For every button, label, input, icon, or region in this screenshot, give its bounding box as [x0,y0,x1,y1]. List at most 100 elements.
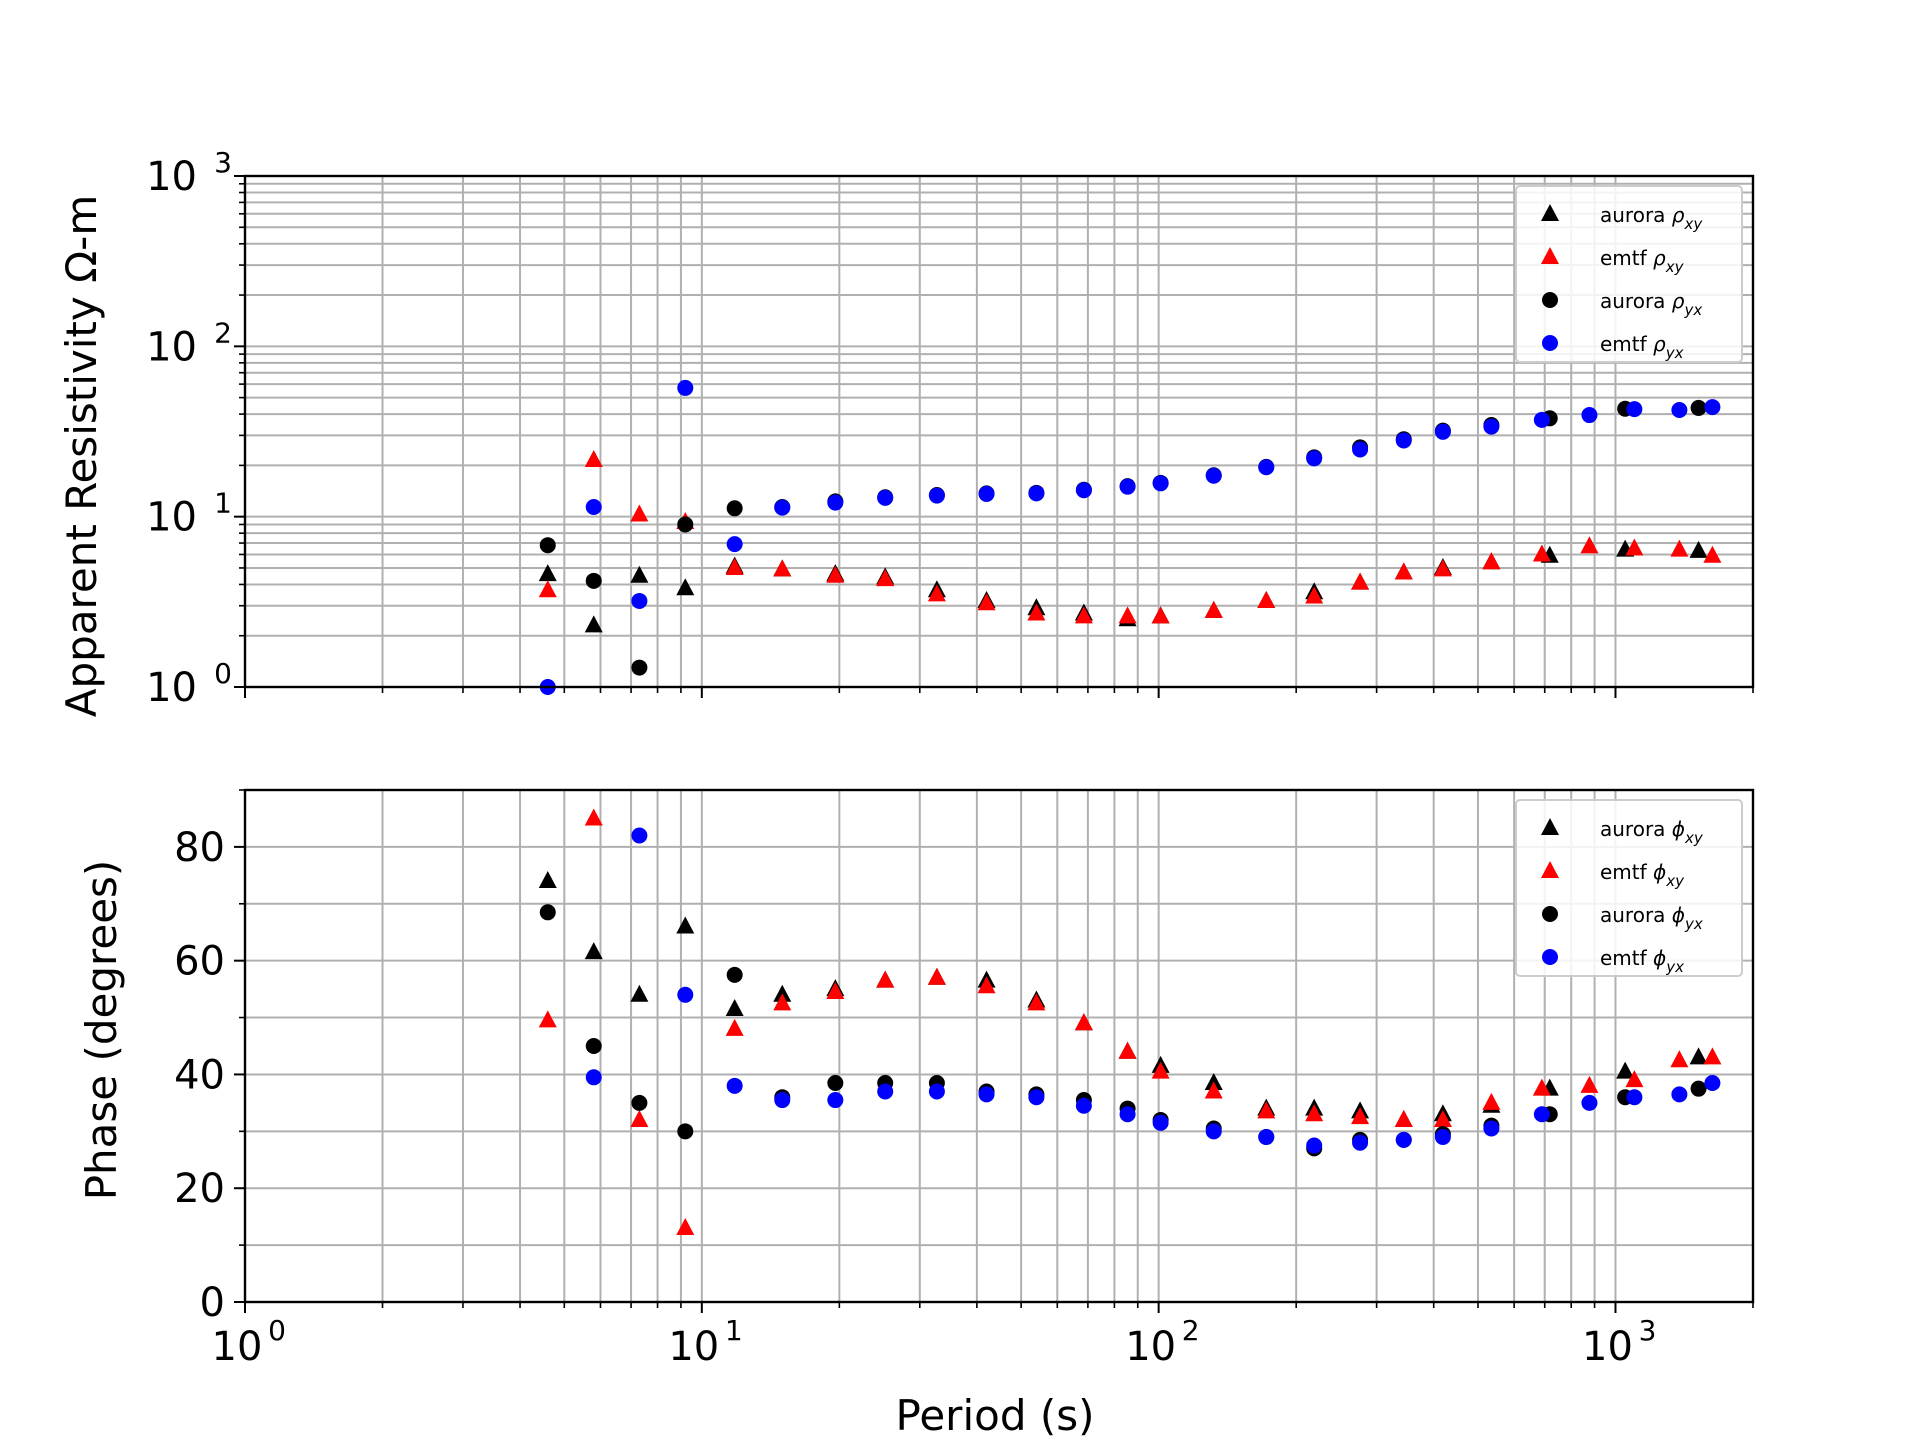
phase-triangle-marker [1433,1109,1452,1127]
resistivity-circle-marker [631,659,648,676]
phase-legend-label-symbol: ϕ [1653,860,1666,884]
phase-x-ticks: 10 0 10 1 10 2 10 3 [212,1302,1754,1370]
resistivity-triangle-marker [1305,586,1324,604]
phase-triangle-marker [773,984,792,1002]
resistivity-circle-marker [1704,399,1721,416]
phase-circle-marker [978,1086,995,1103]
resistivity-triangle-marker [1689,540,1708,558]
phase-legend-label-subscript: yx [1665,958,1684,976]
phase-legend-box [1515,799,1743,977]
phase-triangle-marker [676,916,695,934]
resistivity-circle-marker [1306,450,1323,467]
resistivity-axes-frame [243,174,1755,689]
resistivity-triangle-marker [538,580,557,598]
resistivity-circle-marker [1258,459,1275,476]
phase-triangle-marker [1204,1081,1223,1099]
phase-legend-label-symbol: ϕ [1653,946,1666,970]
resistivity-y-tick-exponent: 3 [214,146,232,179]
resistivity-legend-label-symbol: ρ [1672,203,1685,227]
phase-triangle-marker [1532,1078,1551,1096]
resistivity-triangle-marker [1670,539,1689,557]
resistivity-legend-label-subscript: yx [1665,344,1684,362]
resistivity-triangle-marker [630,565,649,583]
phase-circle-marker [1434,1129,1451,1146]
phase-circle-marker [827,1074,844,1091]
resistivity-legend-label-name: aurora [1600,289,1672,313]
phase-legend-label-subscript: yx [1684,915,1703,933]
phase-legend-label: emtf ϕyx [1600,946,1684,976]
resistivity-legend-label-name: emtf [1600,332,1653,356]
phase-triangle-marker [876,970,895,988]
x-tick-exponent: 1 [725,1314,743,1347]
phase-data-points [538,808,1722,1236]
phase-y-axis-label: Phase (degrees) [77,860,126,1201]
resistivity-y-tick-exponent: 0 [214,657,232,690]
resistivity-legend-label-symbol: ρ [1653,332,1666,356]
phase-circle-marker [539,904,556,921]
resistivity-triangle-marker [876,569,895,587]
resistivity-triangle-marker [1580,536,1599,554]
resistivity-circle-marker [928,487,945,504]
phase-triangle-marker [584,808,603,826]
resistivity-circle-marker [1075,482,1092,499]
phase-circle-marker [585,1038,602,1054]
phase-circle-marker [1581,1094,1598,1111]
resistivity-circle-marker [539,537,556,554]
resistivity-circle-marker [726,500,743,517]
phase-circle-marker [928,1083,945,1100]
phase-axes-frame [243,788,1755,1304]
phase-triangle-marker [1305,1104,1324,1122]
phase-circle-marker [631,827,648,844]
resistivity-triangle-marker [538,564,557,582]
resistivity-triangle-marker [584,450,603,468]
phase-legend-label: emtf ϕxy [1600,860,1685,890]
phase-circle-marker [1533,1106,1550,1123]
phase-y-tick-label: 80 [174,825,225,871]
resistivity-circle-marker [726,536,743,553]
phase-circle-marker [1704,1074,1721,1091]
phase-triangle-marker [725,1018,744,1036]
phase-triangle-marker [725,999,744,1017]
phase-legend-triangle-marker [1541,818,1559,835]
resistivity-triangle-marker [1074,606,1093,624]
phase-legend-label: aurora ϕyx [1600,903,1703,933]
resistivity-circle-marker [1671,401,1688,418]
phase-triangle-marker [1257,1101,1276,1119]
phase-y-ticks: 0 20 40 60 80 [174,789,245,1326]
resistivity-circle-marker [1395,432,1412,449]
x-tick-exponent: 0 [268,1314,286,1347]
phase-triangle-marker [826,981,845,999]
phase-triangle-marker [1689,1047,1708,1065]
resistivity-grid [244,175,1754,688]
phase-triangle-marker [1074,1013,1093,1031]
phase-triangle-marker [1204,1072,1223,1090]
phase-y-tick-label: 0 [200,1280,225,1326]
resistivity-circle-marker [1581,407,1598,424]
resistivity-y-tick-exponent: 2 [214,316,232,349]
resistivity-y-tick-label: 10 [146,665,197,711]
x-tick-label: 10 [1125,1324,1176,1370]
phase-legend-label-name: emtf [1600,860,1653,884]
resistivity-y-tick-label: 10 [146,324,197,370]
phase-triangle-marker [584,942,603,960]
resistivity-triangle-marker [630,504,649,522]
resistivity-circle-marker [877,489,894,506]
phase-circle-marker [1119,1106,1136,1123]
resistivity-legend-label: aurora ρxy [1600,203,1703,233]
resistivity-circle-marker [1434,423,1451,440]
resistivity-circle-marker [1028,485,1045,502]
resistivity-y-tick-label: 10 [146,495,197,541]
phase-legend-label: aurora ϕxy [1600,817,1704,847]
phase-legend-label-name: aurora [1600,903,1672,927]
resistivity-circle-marker [1690,399,1707,416]
resistivity-legend-label-name: aurora [1600,203,1672,227]
resistivity-triangle-marker [1482,552,1501,570]
resistivity-circle-marker [827,494,844,511]
phase-y-tick-label: 60 [174,939,225,985]
resistivity-triangle-marker [773,559,792,577]
phase-series-emtf-xy [538,808,1722,1236]
resistivity-legend-triangle-marker [1541,247,1559,264]
resistivity-triangle-marker [927,584,946,602]
